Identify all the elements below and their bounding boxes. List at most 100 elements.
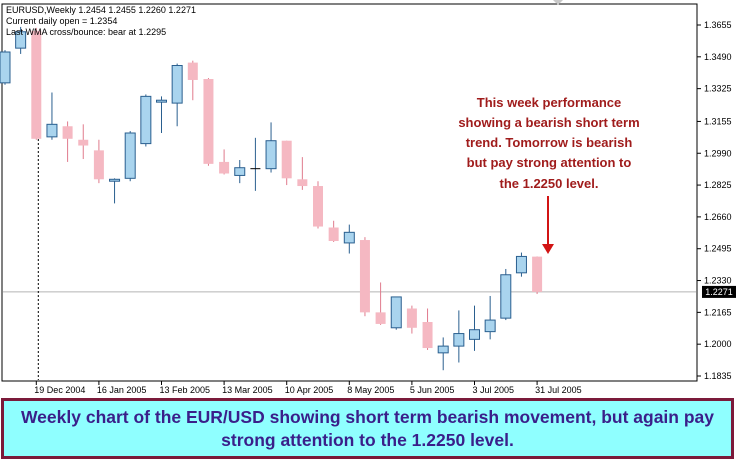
annotation-line-5: the 1.2250 level. <box>499 176 598 191</box>
bearish-candle <box>422 308 433 350</box>
candle-body <box>0 51 11 84</box>
candle-body <box>281 140 292 179</box>
bullish-candle <box>484 295 496 340</box>
bearish-candle <box>62 121 73 162</box>
annotation-line-2: showing a bearish short term <box>458 115 639 130</box>
symbol-line: EURUSD,Weekly 1.2454 1.2455 1.2260 1.227… <box>6 5 196 15</box>
candle-body <box>109 178 121 182</box>
candle-body <box>313 186 323 227</box>
bullish-candle <box>453 310 465 363</box>
bearish-candle <box>203 78 214 166</box>
y-tick-label: 1.2000 <box>704 339 732 349</box>
candle-body <box>187 62 198 80</box>
bearish-candle <box>313 181 323 229</box>
x-tick-label: 3 Jul 2005 <box>473 385 515 395</box>
candle-body <box>78 139 89 146</box>
x-tick-label: 13 Feb 2005 <box>160 385 211 395</box>
y-tick-label: 1.2330 <box>704 276 732 286</box>
bearish-candle <box>297 157 308 190</box>
annotation: This week performance showing a bearish … <box>458 95 639 191</box>
bullish-candle <box>156 96 167 133</box>
bearish-candle <box>281 140 292 186</box>
candle-body <box>484 319 496 333</box>
bearish-candle <box>31 27 42 140</box>
candle-body <box>124 132 136 179</box>
bearish-candle <box>219 149 230 175</box>
candle-body <box>406 308 417 328</box>
candle-body <box>343 231 355 244</box>
bullish-candle <box>15 26 27 54</box>
y-tick-label: 1.3155 <box>704 116 732 126</box>
bullish-candle <box>250 137 261 191</box>
candle-body <box>93 150 104 180</box>
y-tick-label: 1.2990 <box>704 148 732 158</box>
y-tick-label: 1.1835 <box>704 371 732 381</box>
bearish-candle <box>359 237 370 317</box>
bullish-candle <box>171 63 183 127</box>
bullish-candle <box>140 94 152 147</box>
candle-body <box>375 312 386 324</box>
bullish-candle <box>437 337 449 371</box>
candle-body <box>453 333 465 347</box>
bullish-candle <box>390 296 402 330</box>
bullish-candle <box>109 178 121 204</box>
bullish-candle <box>46 92 58 140</box>
candle-body <box>15 31 27 49</box>
bullish-candle <box>515 252 527 277</box>
candle-body <box>31 30 42 139</box>
bearish-candle <box>328 220 339 242</box>
y-tick-label: 1.2825 <box>704 180 732 190</box>
candle-body <box>532 256 543 292</box>
x-tick-label: 16 Jan 2005 <box>97 385 147 395</box>
candle-body <box>234 167 246 176</box>
bearish-candle <box>532 256 543 295</box>
x-tick-label: 31 Jul 2005 <box>535 385 582 395</box>
arrow-down-icon <box>542 244 554 254</box>
current-price-label: 1.2271 <box>705 287 733 297</box>
candle-body <box>437 345 449 354</box>
bullish-candle <box>234 160 246 184</box>
bullish-candle <box>469 305 480 351</box>
candle-body <box>46 123 58 138</box>
candle-body <box>328 227 339 241</box>
bearish-candle <box>187 60 198 101</box>
current-price-tag <box>702 285 736 298</box>
candle-body <box>265 140 277 170</box>
x-tick-label: 13 Mar 2005 <box>222 385 273 395</box>
annotation-line-3: trend. Tomorrow is bearish <box>466 135 633 150</box>
candle-body <box>140 95 152 145</box>
caption-text: Weekly chart of the EUR/USD showing shor… <box>20 406 714 450</box>
y-tick-label: 1.2495 <box>704 244 732 254</box>
bullish-candle <box>343 224 355 254</box>
x-tick-label: 10 Apr 2005 <box>285 385 334 395</box>
bullish-candle <box>265 122 277 173</box>
x-tick-label: 5 Jun 2005 <box>410 385 455 395</box>
candle-body <box>62 126 73 139</box>
x-tick-label: 8 May 2005 <box>347 385 394 395</box>
bearish-candle <box>78 124 89 160</box>
candlestick-chart: 1.3655 1.3490 1.3325 1.3155 1.2990 1.2825 1.26… <box>0 0 736 395</box>
scroll-marker-icon <box>553 0 563 5</box>
bullish-candle <box>500 268 512 321</box>
wma-cross-line: Last WMA cross/bounce: bear at 1.2295 <box>6 27 166 37</box>
x-tick-label: 19 Dec 2004 <box>34 385 85 395</box>
candle-body <box>203 79 214 164</box>
bearish-candle <box>406 305 417 334</box>
candle-body <box>297 179 308 187</box>
candle-body <box>469 329 480 340</box>
daily-open-line: Current daily open = 1.2354 <box>6 16 117 26</box>
candle-body <box>422 322 433 349</box>
bearish-candle <box>93 139 104 184</box>
bullish-candle <box>0 50 11 85</box>
candle-body <box>390 296 402 329</box>
candle-body <box>171 65 183 104</box>
candle-body <box>359 240 370 313</box>
candle-body <box>515 255 527 274</box>
y-tick-label: 1.2660 <box>704 212 732 222</box>
y-tick-label: 1.3325 <box>704 84 732 94</box>
annotation-line-4: but pay strong attention to <box>467 155 632 170</box>
bullish-candle <box>124 131 136 182</box>
candle-body <box>500 274 512 319</box>
caption-banner: Weekly chart of the EUR/USD showing shor… <box>1 398 734 459</box>
y-tick-label: 1.3490 <box>704 52 732 62</box>
